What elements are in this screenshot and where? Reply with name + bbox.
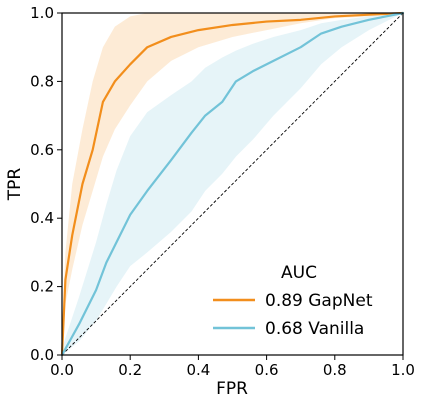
roc-curves [60, 11, 405, 357]
y-tick-label: 0.8 [30, 72, 54, 90]
y-tick-label: 0.6 [30, 141, 54, 159]
x-tick-label: 0.4 [186, 361, 210, 379]
y-axis-label: TPR [5, 168, 25, 202]
roc-line-gapnet [60, 11, 405, 357]
y-axis-ticks: 0.0 0.2 0.4 0.6 0.8 1.0 [30, 4, 62, 364]
x-tick-label: 0.6 [255, 361, 279, 379]
x-axis-ticks: 0.0 0.2 0.4 0.6 0.8 1.0 [50, 355, 415, 379]
y-tick-label: 1.0 [30, 4, 54, 22]
x-tick-label: 0.2 [118, 361, 142, 379]
legend-title: AUC [281, 263, 317, 283]
y-tick-label: 0.4 [30, 209, 54, 227]
x-tick-label: 1.0 [391, 361, 415, 379]
chance-diagonal-line [61, 12, 404, 356]
confidence-bands [62, 13, 403, 355]
legend: AUC 0.89 GapNet 0.68 Vanilla [213, 263, 373, 339]
x-axis-label: FPR [216, 379, 248, 399]
chance-line-group [61, 12, 404, 356]
plot-frame [61, 12, 404, 356]
x-tick-label: 0.8 [323, 361, 347, 379]
legend-label-gapnet: 0.89 GapNet [265, 291, 373, 311]
band-vanilla [62, 13, 403, 355]
y-tick-label: 0.2 [30, 278, 54, 296]
y-tick-label: 0.0 [30, 346, 54, 364]
roc-line-vanilla [60, 11, 405, 357]
legend-label-vanilla: 0.68 Vanilla [265, 319, 364, 339]
x-tick-label: 0.0 [50, 361, 74, 379]
